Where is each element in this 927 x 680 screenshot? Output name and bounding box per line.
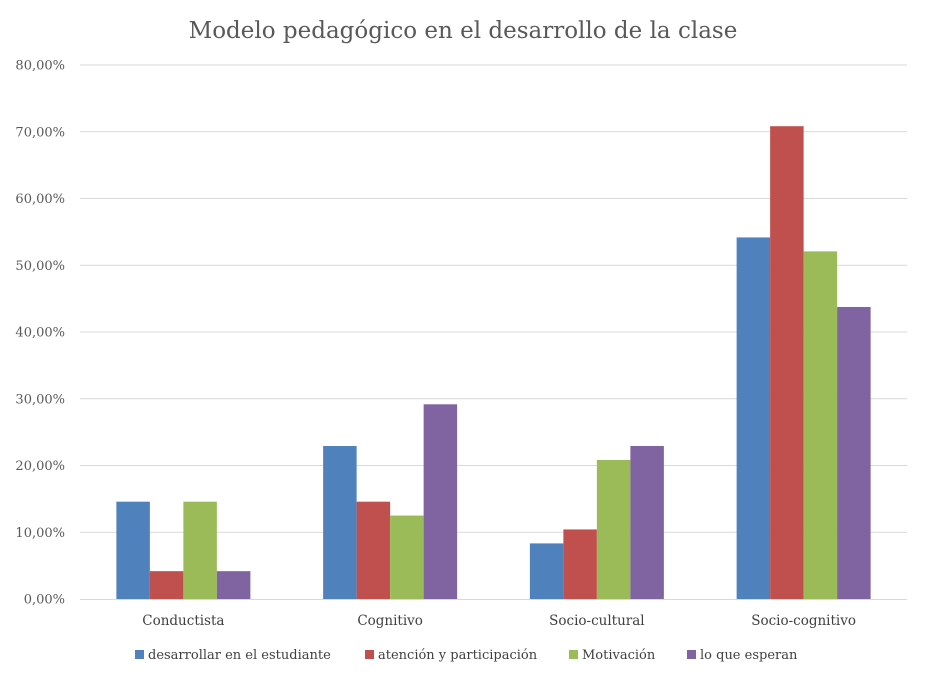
bar-socio-cognitivo-series-3 (803, 251, 838, 599)
bar-socio-cultural-series-4 (630, 446, 664, 599)
legend-swatch (365, 650, 374, 659)
x-axis: Conductista Cognitivo Socio-cultural Socio-… (80, 599, 907, 629)
bar-socio-cultural-series-2 (563, 529, 597, 599)
legend-label: desarrollar en el estudiante (148, 648, 331, 663)
legend-label: lo que esperan (700, 648, 798, 663)
y-tick-label: 30,00% (15, 392, 65, 407)
legend-label: atención y participación (378, 648, 538, 663)
y-axis-ticks: 0,00% 10,00% 20,00% 30,00% 40,00% 50,00% 60,00… (15, 59, 65, 608)
bar-cognitivo-series-1 (323, 446, 357, 599)
legend-swatch (135, 650, 144, 659)
legend-swatch (569, 650, 578, 659)
bar-socio-cognitivo-series-1 (736, 237, 771, 599)
y-tick-label: 70,00% (15, 125, 65, 140)
y-tick-label: 60,00% (15, 192, 65, 207)
bar-socio-cultural-series-1 (529, 543, 564, 599)
legend-swatch (687, 650, 696, 659)
x-category-label: Socio-cultural (549, 613, 644, 629)
gridlines (80, 64, 907, 533)
bar-cognitivo-series-3 (390, 515, 424, 599)
bar-conductista-series-4 (216, 571, 251, 599)
legend: desarrollar en el estudiante atención y p… (135, 648, 798, 663)
bars (116, 126, 871, 599)
bar-cognitivo-series-2 (356, 501, 391, 599)
bar-socio-cognitivo-series-4 (837, 306, 871, 599)
y-tick-label: 10,00% (15, 526, 65, 541)
x-category-label: Socio-cognitivo (751, 613, 856, 629)
legend-label: Motivación (582, 648, 656, 663)
bar-conductista-series-3 (183, 501, 217, 599)
bar-socio-cognitivo-series-2 (770, 126, 804, 599)
bar-conductista-series-1 (116, 501, 150, 599)
bar-cognitivo-series-4 (423, 404, 458, 599)
chart-title: Modelo pedagógico en el desarrollo de la… (189, 18, 738, 44)
y-tick-label: 50,00% (15, 259, 65, 274)
x-category-label: Conductista (142, 613, 224, 629)
y-tick-label: 80,00% (15, 59, 65, 74)
y-tick-label: 0,00% (24, 593, 65, 608)
y-tick-label: 20,00% (15, 459, 65, 474)
y-tick-label: 40,00% (15, 326, 65, 341)
bar-socio-cultural-series-3 (596, 459, 631, 599)
bar-conductista-series-2 (149, 571, 184, 599)
x-category-label: Cognitivo (357, 613, 423, 629)
